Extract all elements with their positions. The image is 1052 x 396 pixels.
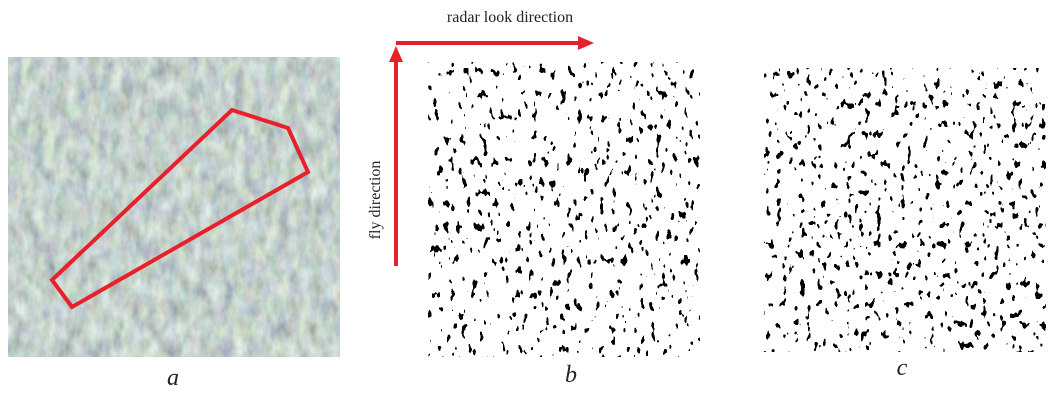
panel-label: a	[167, 365, 179, 391]
panel-label: b	[565, 362, 577, 388]
horizontal-label: radar look direction	[447, 9, 573, 26]
figure: a b c radar look direction fly direction	[0, 0, 1052, 391]
panel-label: c	[897, 355, 908, 381]
arrow-head	[389, 46, 403, 62]
page: a b c radar look direction fly direction…	[0, 0, 1052, 391]
arrow-head	[578, 36, 594, 50]
vertical-label: fly direction	[367, 161, 384, 240]
satellite-image	[8, 57, 340, 357]
binary-map	[428, 62, 700, 357]
binary-map	[764, 68, 1046, 352]
